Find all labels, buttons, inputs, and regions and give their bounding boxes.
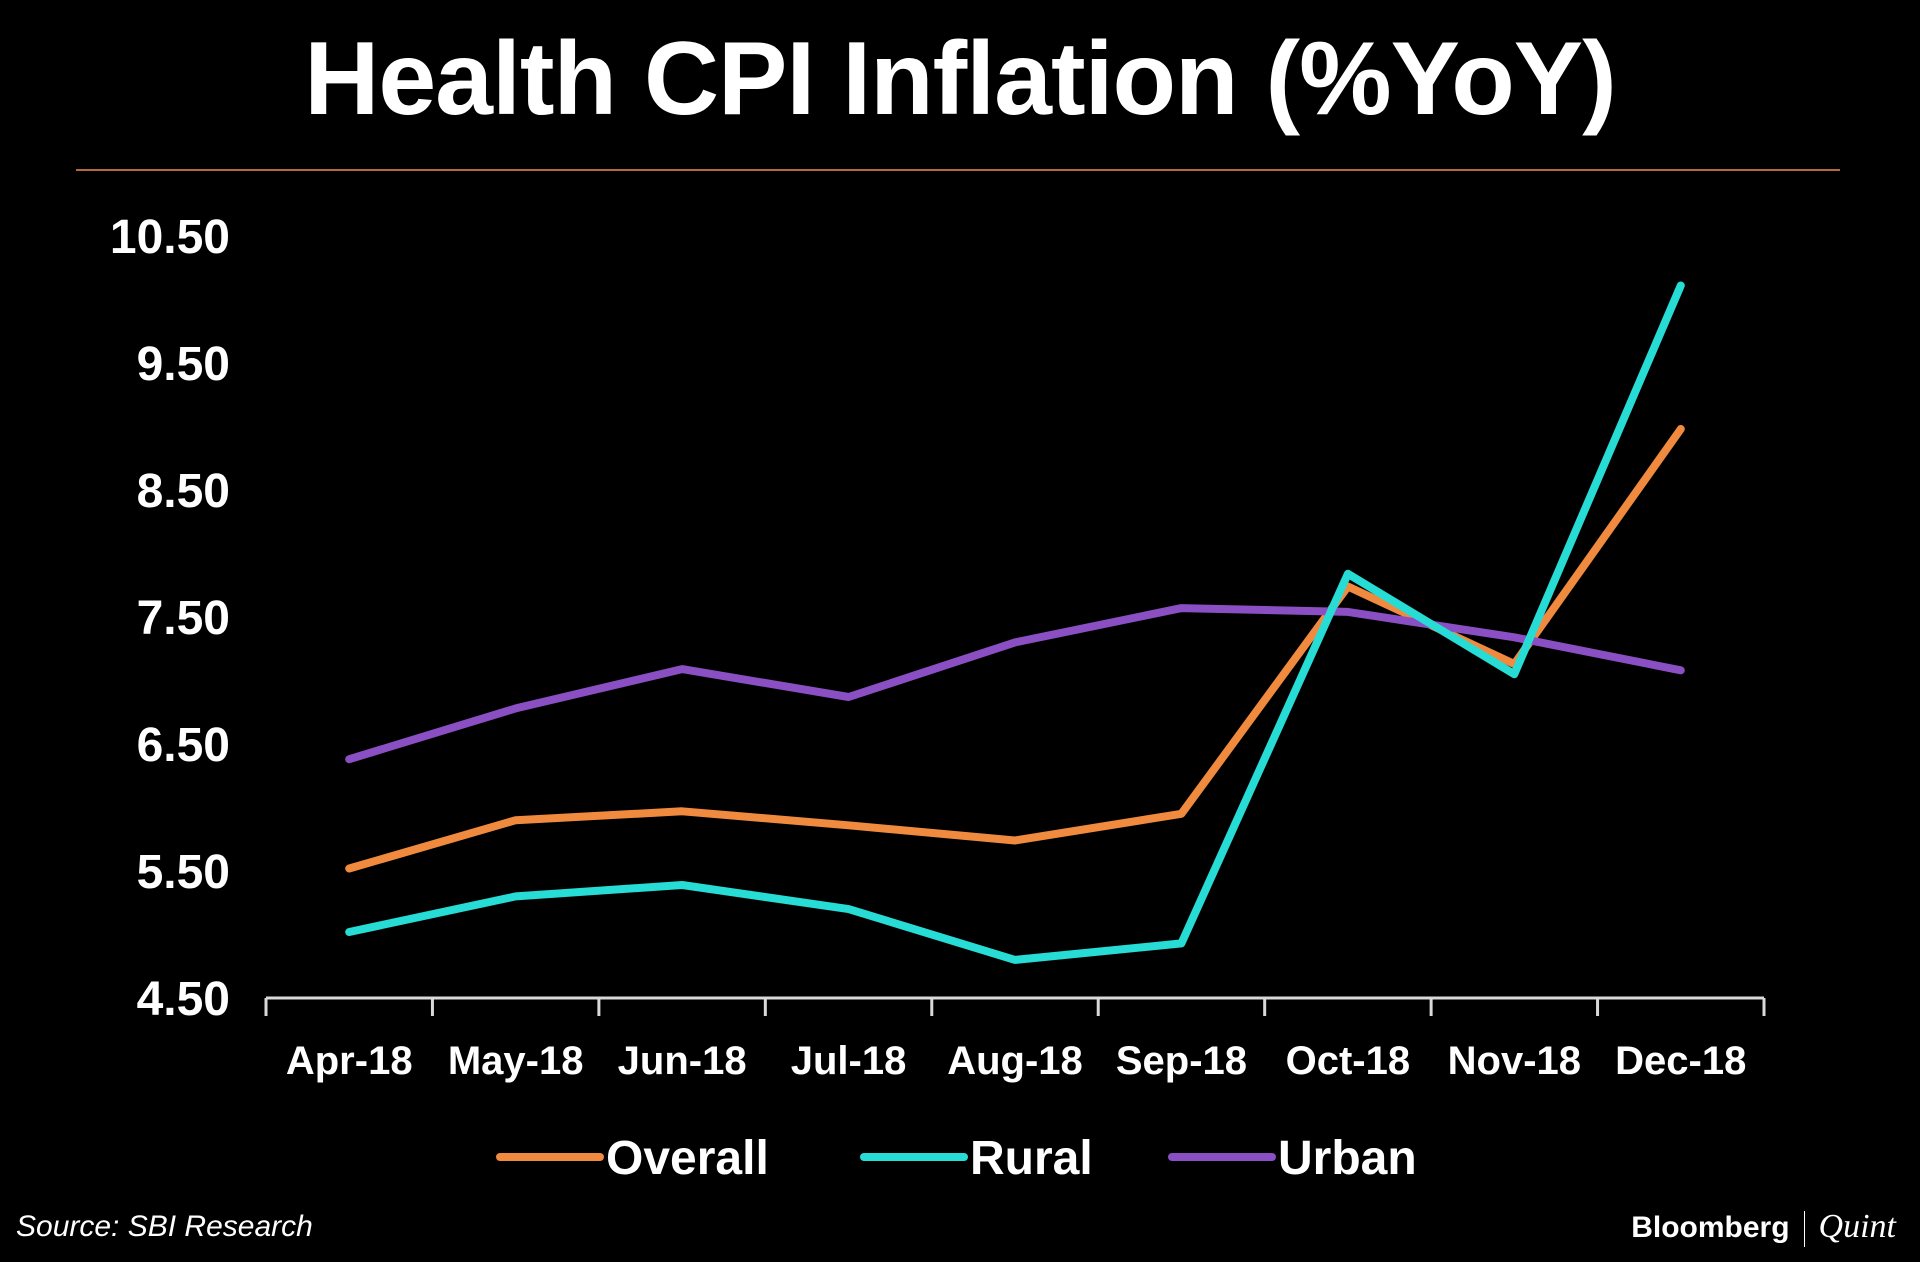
x-tick-label: Jul-18 xyxy=(791,1039,907,1083)
y-tick-label: 8.50 xyxy=(137,465,230,518)
chart-title: Health CPI Inflation (%YoY) xyxy=(304,21,1617,137)
y-tick-label: 9.50 xyxy=(137,338,230,391)
y-tick-label: 5.50 xyxy=(137,846,230,899)
title-divider xyxy=(76,169,1840,171)
y-tick-label: 10.50 xyxy=(110,211,230,264)
x-tick-label: Aug-18 xyxy=(947,1039,1083,1083)
y-tick-label: 7.50 xyxy=(137,592,230,645)
legend-label-rural: Rural xyxy=(970,1132,1093,1185)
x-axis xyxy=(264,996,1766,1016)
x-tick-label: Dec-18 xyxy=(1615,1039,1746,1083)
x-tick-label: Apr-18 xyxy=(286,1039,413,1083)
x-tick-label: Oct-18 xyxy=(1286,1039,1411,1083)
series-lines xyxy=(345,281,1685,964)
legend: Overall Rural Urban xyxy=(496,1132,1417,1185)
line-chart: 10.50 9.50 8.50 7.50 6.50 5.50 4.50 Apr-18 May-… xyxy=(110,211,1766,1185)
series-line-overall xyxy=(345,425,1685,873)
x-tick-label: Jun-18 xyxy=(618,1039,747,1083)
legend-label-overall: Overall xyxy=(606,1132,769,1185)
series-line-urban xyxy=(345,604,1685,764)
series-line-rural xyxy=(345,281,1685,964)
legend-label-urban: Urban xyxy=(1278,1132,1417,1185)
brand-logo: Bloomberg Quint xyxy=(1631,1208,1896,1248)
brand-secondary: Quint xyxy=(1818,1208,1896,1245)
brand-separator xyxy=(1803,1211,1805,1248)
source-note: Source: SBI Research xyxy=(16,1210,313,1243)
y-tick-label: 4.50 xyxy=(137,973,230,1026)
x-tick-label: Sep-18 xyxy=(1116,1039,1247,1083)
y-tick-label: 6.50 xyxy=(137,719,230,772)
x-tick-label: Nov-18 xyxy=(1448,1039,1581,1083)
y-axis-ticks: 10.50 9.50 8.50 7.50 6.50 5.50 4.50 xyxy=(110,211,230,1026)
x-axis-ticks: Apr-18 May-18 Jun-18 Jul-18 Aug-18 Sep-18 Oct-… xyxy=(286,1039,1747,1083)
brand-primary: Bloomberg xyxy=(1631,1211,1790,1244)
x-tick-label: May-18 xyxy=(448,1039,584,1083)
